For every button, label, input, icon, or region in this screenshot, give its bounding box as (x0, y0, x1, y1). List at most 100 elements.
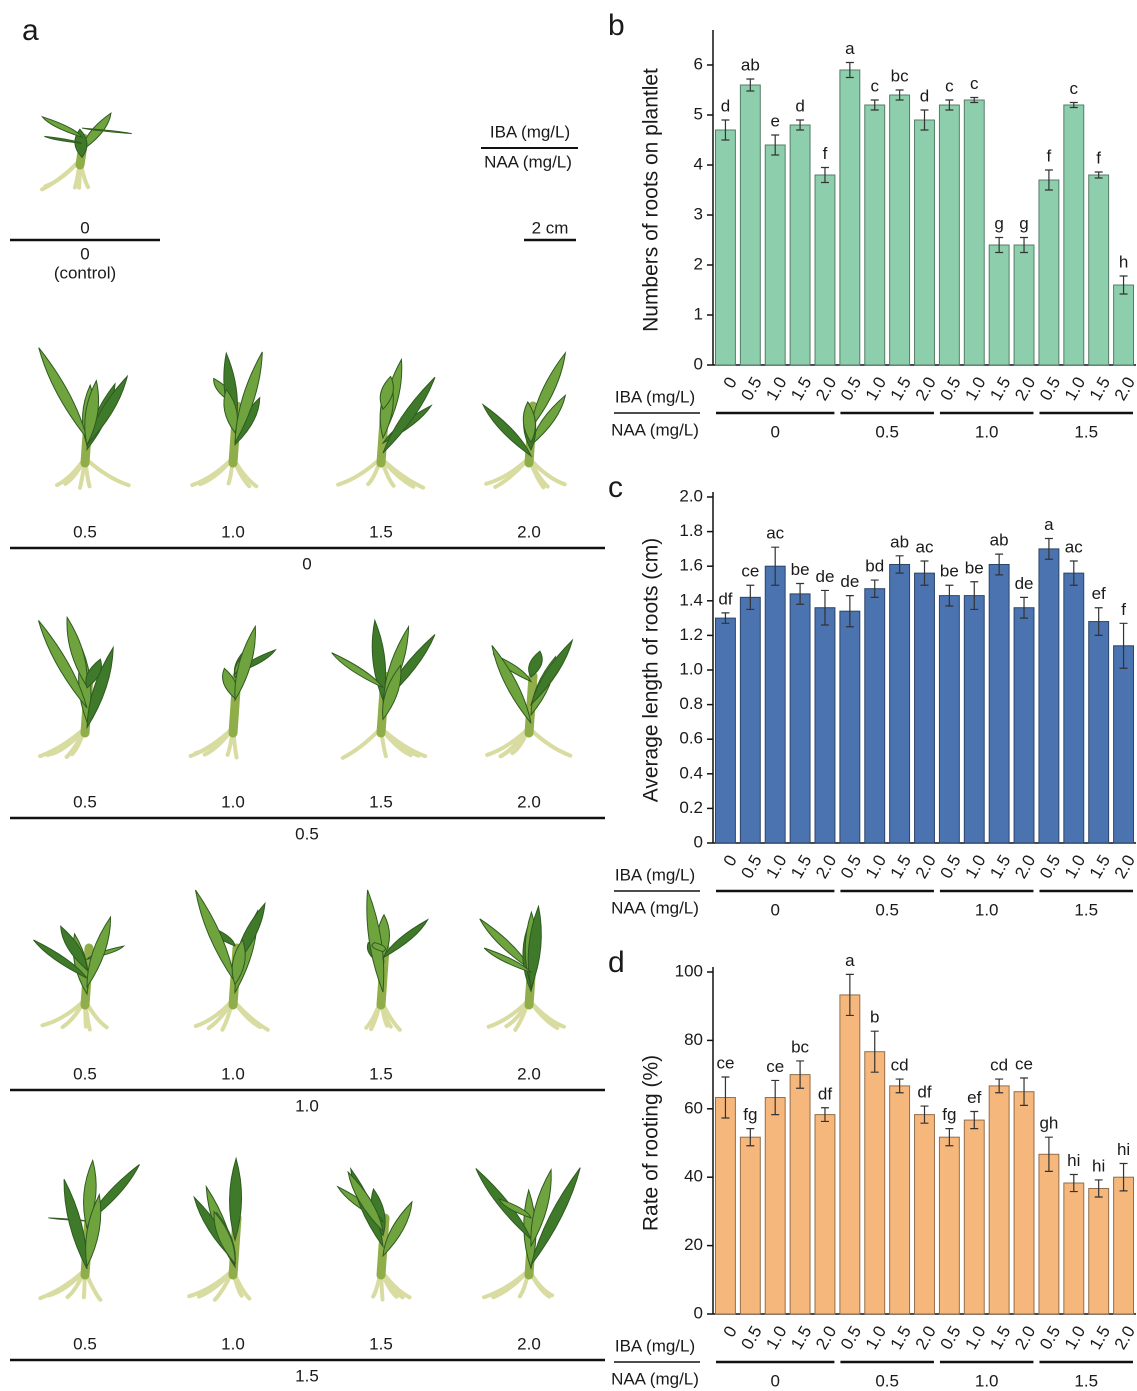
significance-letter: ac (916, 537, 934, 556)
significance-letter: bc (791, 1037, 809, 1056)
x-tick-label: 1.5 (1086, 1323, 1114, 1353)
bar (964, 1120, 984, 1314)
significance-letter: b (870, 1008, 879, 1027)
bar (765, 145, 785, 365)
significance-letter: bc (891, 66, 909, 85)
x-tick-label: 0.5 (936, 852, 964, 882)
significance-letter: f (823, 144, 828, 163)
iba-label: 1.5 (369, 792, 393, 811)
x-tick-label: 0.5 (737, 1323, 765, 1353)
y-tick-label: 80 (684, 1030, 703, 1049)
x-tick-label: 0.5 (737, 374, 765, 404)
row-label: IBA (mg/L) (615, 387, 695, 406)
bar (964, 100, 984, 365)
legend-iba: IBA (mg/L) (490, 122, 570, 141)
significance-letter: c (1070, 79, 1079, 98)
bar (765, 1098, 785, 1314)
iba-label: 2.0 (517, 1064, 541, 1083)
x-tick-label: 1.5 (787, 852, 815, 882)
bar (890, 1086, 910, 1314)
y-tick-label: 0 (694, 832, 703, 851)
x-tick-label: 2.0 (912, 852, 940, 882)
y-tick-label: 1.0 (679, 659, 703, 678)
row-label: NAA (mg/L) (611, 898, 699, 917)
x-tick-label: 2.0 (912, 1323, 940, 1353)
group-label: 0.5 (875, 900, 899, 919)
x-tick-label: 0.5 (837, 374, 865, 404)
x-tick-label: 1.5 (986, 374, 1014, 404)
x-tick-label: 2.0 (1111, 374, 1137, 404)
y-tick-label: 40 (684, 1167, 703, 1186)
y-tick-label: 100 (675, 961, 703, 980)
x-tick-label: 1.0 (1061, 852, 1089, 882)
row-label: IBA (mg/L) (615, 865, 695, 884)
iba-label: 0 (80, 218, 89, 237)
x-tick-label: 0 (720, 852, 741, 870)
bar (840, 995, 860, 1314)
significance-letter: hi (1092, 1156, 1105, 1175)
iba-label: 0.5 (73, 522, 97, 541)
bar (1064, 105, 1084, 365)
x-tick-label: 0.5 (936, 374, 964, 404)
x-tick-label: 2.0 (812, 1323, 840, 1353)
significance-letter: ce (766, 1057, 784, 1076)
significance-letter: cd (891, 1056, 909, 1075)
iba-label: 0.5 (73, 1334, 97, 1353)
y-tick-label: 1.2 (679, 625, 703, 644)
y-tick-label: 0.4 (679, 763, 703, 782)
bar (915, 573, 935, 843)
x-tick-label: 1.5 (986, 1323, 1014, 1353)
leaf (42, 117, 82, 137)
significance-letter: ab (890, 532, 909, 551)
significance-letter: ce (741, 562, 759, 581)
leaf (531, 640, 572, 704)
x-tick-label: 1.0 (961, 852, 989, 882)
x-tick-label: 1.0 (762, 374, 790, 404)
x-tick-label: 1.0 (1061, 374, 1089, 404)
x-tick-label: 0.5 (837, 1323, 865, 1353)
row-label: NAA (mg/L) (611, 420, 699, 439)
y-tick-label: 6 (694, 54, 703, 73)
significance-letter: a (845, 39, 855, 58)
root (529, 728, 570, 756)
y-axis-label: Rate of rooting (%) (640, 1055, 663, 1231)
bar (989, 245, 1009, 365)
iba-label: 1.0 (221, 522, 245, 541)
group-label: 1.5 (1074, 1371, 1098, 1390)
significance-letter: ef (967, 1088, 981, 1107)
bar (865, 105, 885, 365)
x-tick-label: 1.5 (787, 1323, 815, 1353)
x-tick-label: 2.0 (812, 852, 840, 882)
y-tick-label: 2 (694, 254, 703, 273)
leaf (367, 890, 384, 992)
y-tick-label: 60 (684, 1098, 703, 1117)
significance-letter: de (816, 567, 835, 586)
y-axis-label: Numbers of roots on plantlet (640, 68, 663, 332)
significance-letter: ce (1015, 1055, 1033, 1074)
significance-letter: be (965, 558, 984, 577)
leaf (372, 620, 385, 699)
bar (865, 1052, 885, 1314)
leaf (196, 890, 235, 982)
root (192, 458, 233, 485)
significance-letter: ab (741, 55, 760, 74)
significance-letter: de (1015, 574, 1034, 593)
bar (790, 125, 810, 365)
control-note: (control) (54, 263, 116, 282)
y-tick-label: 1.4 (679, 590, 703, 609)
bar (890, 95, 910, 365)
bar (1089, 1188, 1109, 1314)
group-label: 1.0 (975, 1371, 999, 1390)
bar (740, 85, 760, 365)
iba-label: 2.0 (517, 1334, 541, 1353)
row-label: NAA (mg/L) (611, 1369, 699, 1388)
bar (840, 70, 860, 365)
figure: a 0 0 (control) IBA (mg/L) NAA (mg/L) 2 … (0, 0, 1137, 1391)
group-label: 0 (770, 900, 779, 919)
bar (989, 564, 1009, 843)
x-tick-label: 2.0 (1111, 852, 1137, 882)
x-tick-label: 2.0 (1111, 1323, 1137, 1353)
significance-letter: gh (1039, 1114, 1058, 1133)
y-tick-label: 1 (694, 304, 703, 323)
x-tick-label: 2.0 (1011, 852, 1039, 882)
